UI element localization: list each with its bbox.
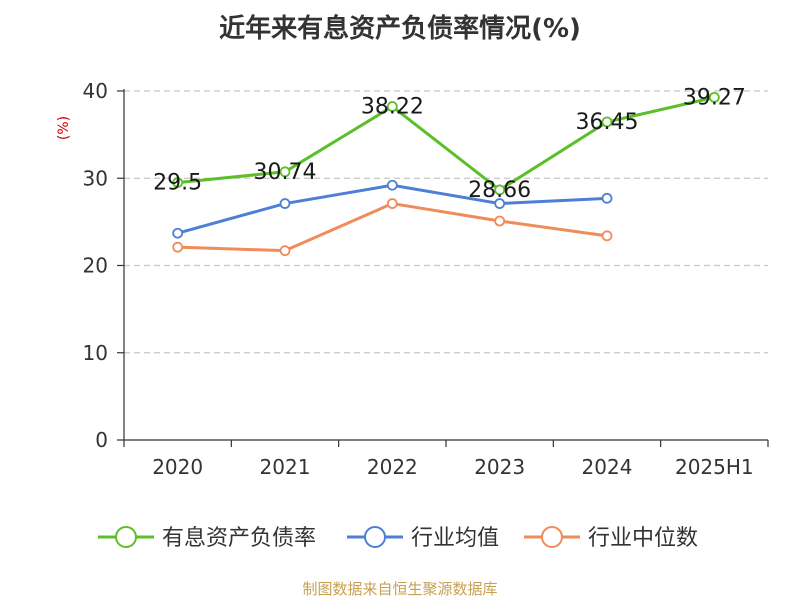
data-point [172,241,184,253]
data-point [494,198,506,209]
legend-swatch-marker [364,526,386,548]
y-tick-label: 0 [95,428,108,452]
source-text: 制图数据来自恒生聚源数据库 [302,580,498,598]
x-tick-label: 2020 [152,455,203,479]
legend-swatch-marker [541,526,563,548]
x-tick-label: 2021 [260,455,311,479]
data-label: 30.74 [254,160,317,185]
series-line [177,202,608,253]
x-tick-label: 2025H1 [675,455,754,479]
data-label: 38.22 [361,95,424,120]
data-point [279,198,291,209]
y-axis-label: (%) [56,116,72,140]
data-point [279,245,291,257]
y-tick-label: 30 [83,166,108,190]
data-point [172,227,184,239]
y-tick-label: 40 [83,79,108,103]
data-point [494,215,506,227]
data-point [386,198,398,209]
x-tick-label: 2024 [582,455,633,479]
legend-label: 行业中位数 [588,526,698,551]
data-label: 36.45 [576,110,639,135]
chart-title: 近年来有息资产负债率情况(%) [219,14,581,44]
data-point [172,177,184,189]
x-tick-label: 2022 [367,455,418,479]
data-point [279,166,291,178]
data-point [601,230,613,242]
x-tick-label: 2023 [474,455,525,479]
data-point [386,101,398,112]
data-point [494,184,506,196]
data-point [386,179,398,191]
y-tick-label: 20 [83,254,108,278]
legend-label: 有息资产负债率 [162,526,316,551]
data-point [708,91,720,103]
series-line [177,95,715,192]
data-point [601,192,613,204]
data-label: 28.66 [468,178,531,203]
legend-swatch-marker [115,526,137,548]
data-label: 39.27 [683,85,746,110]
data-point [601,116,613,128]
legend-label: 行业均值 [411,526,499,551]
y-tick-label: 10 [83,341,108,365]
data-label: 29.5 [153,171,202,196]
